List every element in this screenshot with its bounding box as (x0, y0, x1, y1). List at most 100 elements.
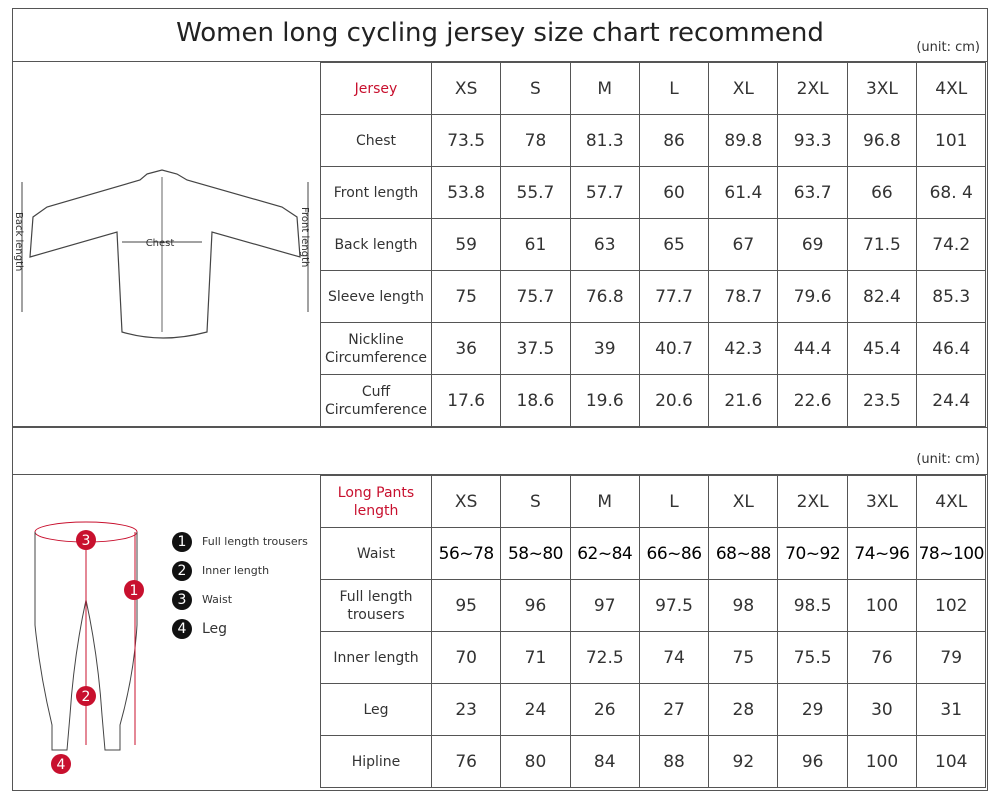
size-value-cell: 19.6 (569, 374, 640, 427)
size-value-cell: 74 (638, 631, 710, 684)
size-header: S (500, 475, 571, 528)
svg-text:1: 1 (130, 583, 139, 599)
size-value-cell: 63.7 (777, 166, 848, 219)
table-row: Nickline Circumference 36 37.5 39 40.7 42.3 44… (320, 322, 987, 375)
size-value-cell: 72.5 (569, 631, 640, 684)
size-value-cell: 20.6 (638, 374, 710, 427)
size-value-cell: 96 (500, 579, 571, 632)
size-value-cell: 78.7 (708, 270, 779, 323)
size-value-cell: 60 (638, 166, 710, 219)
size-value-cell: 78 (500, 114, 571, 167)
row-label: Nickline Circumference (320, 322, 432, 375)
table-row: Back length 59 61 63 65 67 69 71.5 74.2 (320, 218, 987, 271)
size-header: L (638, 475, 710, 528)
row-label: Inner length (320, 631, 432, 684)
row-label: Chest (320, 114, 432, 167)
section-divider (12, 427, 988, 475)
unit-label-jersey: (unit: cm) (916, 40, 980, 55)
pants-legend: 1 Full length trousers 2 Inner length 3 Wai… (172, 527, 308, 643)
page-title: Women long cycling jersey size chart rec… (12, 8, 988, 62)
size-value-cell: 22.6 (777, 374, 848, 427)
legend-item: 4 Leg (172, 614, 308, 643)
size-header: L (638, 62, 710, 115)
size-value-cell: 58~80 (500, 527, 571, 580)
size-header: 4XL (916, 475, 987, 528)
jersey-header: Jersey (320, 62, 432, 115)
size-header: 4XL (916, 62, 987, 115)
size-value-cell: 89.8 (708, 114, 779, 167)
table-row: Leg 23 24 26 27 28 29 30 31 (320, 683, 987, 736)
size-value-cell: 45.4 (846, 322, 918, 375)
size-header: S (500, 62, 571, 115)
size-value-cell: 24 (500, 683, 571, 736)
row-label: Full length trousers (320, 579, 432, 632)
size-value-cell: 75.7 (500, 270, 571, 323)
size-value-cell: 28 (708, 683, 779, 736)
row-label: Leg (320, 683, 432, 736)
size-value-cell: 86 (638, 114, 710, 167)
size-value-cell: 27 (638, 683, 710, 736)
size-value-cell: 100 (846, 579, 918, 632)
size-value-cell: 68~88 (708, 527, 779, 580)
table-row: Sleeve length 75 75.7 76.8 77.7 78.7 79.6 82.4 8… (320, 270, 987, 323)
size-value-cell: 23.5 (846, 374, 918, 427)
size-value-cell: 88 (638, 735, 710, 788)
size-header: XS (430, 62, 502, 115)
size-chart-frame (12, 8, 988, 791)
size-value-cell: 67 (708, 218, 779, 271)
legend-label: Inner length (202, 564, 270, 577)
number-badge-icon: 1 (172, 531, 192, 552)
size-value-cell: 75 (708, 631, 779, 684)
size-value-cell: 79 (916, 631, 987, 684)
legend-label: Full length trousers (202, 535, 308, 548)
size-value-cell: 81.3 (569, 114, 640, 167)
size-value-cell: 77.7 (638, 270, 710, 323)
size-header: XS (430, 475, 502, 528)
size-value-cell: 37.5 (500, 322, 571, 375)
front-length-label: Front length (299, 207, 310, 267)
row-label: Cuff Circumference (320, 374, 432, 427)
size-value-cell: 71.5 (846, 218, 918, 271)
table-header-row: Long Pants length XS S M L XL 2XL 3XL 4X… (320, 475, 987, 528)
size-value-cell: 85.3 (916, 270, 987, 323)
jersey-illustration: Chest Back length Front length (13, 169, 310, 339)
row-label: Sleeve length (320, 270, 432, 323)
pants-diagram: 3 1 2 4 1 Full length trousers 2 Inner len… (12, 475, 320, 789)
size-value-cell: 31 (916, 683, 987, 736)
size-value-cell: 56~78 (430, 527, 502, 580)
table-row: Hipline 76 80 84 88 92 96 100 104 (320, 735, 987, 788)
legend-label: Waist (202, 593, 233, 606)
size-value-cell: 76 (430, 735, 502, 788)
unit-label-pants: (unit: cm) (916, 452, 980, 467)
size-value-cell: 74~96 (846, 527, 918, 580)
table-row: Cuff Circumference 17.6 18.6 19.6 20.6 21.6 22… (320, 374, 987, 427)
number-badge-icon: 2 (172, 560, 192, 581)
legend-item: 3 Waist (172, 585, 308, 614)
size-value-cell: 24.4 (916, 374, 987, 427)
legend-item: 1 Full length trousers (172, 527, 308, 556)
size-value-cell: 80 (500, 735, 571, 788)
size-header: XL (708, 62, 779, 115)
size-value-cell: 93.3 (777, 114, 848, 167)
size-value-cell: 17.6 (430, 374, 502, 427)
size-value-cell: 75.5 (777, 631, 848, 684)
pants-header: Long Pants length (320, 475, 432, 528)
size-header: M (569, 475, 640, 528)
size-value-cell: 23 (430, 683, 502, 736)
size-value-cell: 98 (708, 579, 779, 632)
size-value-cell: 66 (846, 166, 918, 219)
svg-text:2: 2 (82, 689, 91, 705)
size-value-cell: 63 (569, 218, 640, 271)
size-value-cell: 62~84 (569, 527, 640, 580)
size-value-cell: 29 (777, 683, 848, 736)
size-value-cell: 100 (846, 735, 918, 788)
size-value-cell: 79.6 (777, 270, 848, 323)
table-header-row: Jersey XS S M L XL 2XL 3XL 4XL (320, 62, 987, 115)
pants-illustration: 3 1 2 4 (34, 521, 144, 774)
size-value-cell: 66~86 (638, 527, 710, 580)
jersey-size-table: Jersey XS S M L XL 2XL 3XL 4XL Chest 73.5… (320, 62, 987, 427)
table-row: Waist 56~78 58~80 62~84 66~86 68~88 70~92 74~96… (320, 527, 987, 580)
number-badge-icon: 4 (172, 618, 192, 639)
size-value-cell: 61 (500, 218, 571, 271)
row-label: Back length (320, 218, 432, 271)
